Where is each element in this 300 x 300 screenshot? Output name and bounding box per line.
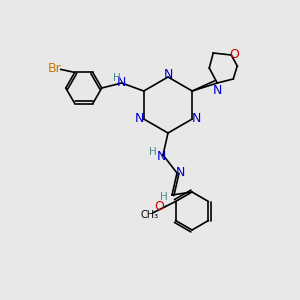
Text: O: O: [154, 200, 164, 213]
Text: H: H: [160, 192, 168, 202]
Text: H: H: [149, 147, 157, 157]
Text: CH₃: CH₃: [140, 209, 159, 220]
Text: N: N: [135, 112, 144, 125]
Text: N: N: [117, 76, 126, 89]
Text: N: N: [163, 68, 173, 80]
Text: N: N: [213, 84, 222, 97]
Text: N: N: [175, 166, 185, 178]
Text: O: O: [229, 47, 239, 61]
Text: N: N: [192, 112, 201, 125]
Text: N: N: [156, 149, 166, 163]
Text: Br: Br: [48, 62, 61, 75]
Text: H: H: [113, 73, 121, 83]
